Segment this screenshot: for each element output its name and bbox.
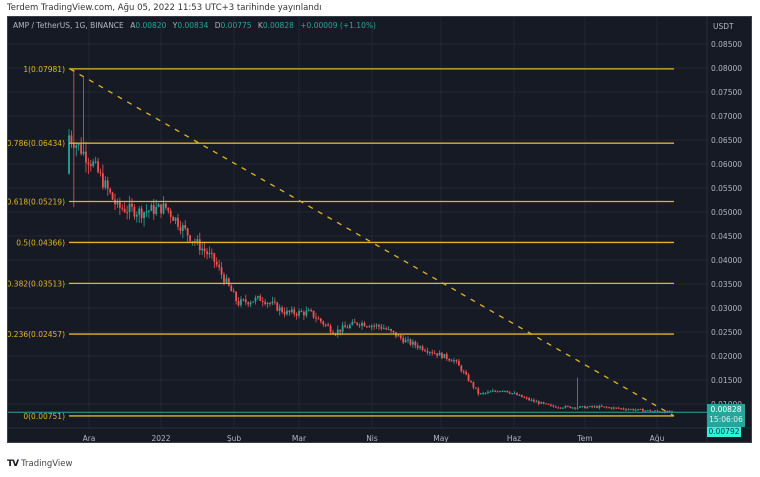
close-value: 0.00828 — [262, 21, 294, 30]
svg-text:Haz: Haz — [507, 434, 521, 443]
svg-text:Mar: Mar — [292, 434, 307, 443]
svg-text:0.618(0.05219): 0.618(0.05219) — [8, 197, 65, 206]
svg-text:Nis: Nis — [366, 434, 378, 443]
second-price-tag: 0.00792 — [707, 427, 741, 437]
svg-text:0.01500: 0.01500 — [711, 376, 742, 385]
svg-text:1(0.07981): 1(0.07981) — [23, 65, 65, 74]
svg-text:0.07500: 0.07500 — [711, 88, 742, 97]
svg-text:0.06000: 0.06000 — [711, 160, 742, 169]
ohlc-legend: AMP / TetherUS, 1G, BINANCE A0.00820 Y0.… — [13, 21, 376, 30]
low-value: 0.00775 — [220, 21, 252, 30]
last-price-tag: 0.00828 15:06:06 — [707, 404, 745, 427]
svg-text:0.02500: 0.02500 — [711, 328, 742, 337]
svg-text:0.04500: 0.04500 — [711, 232, 742, 241]
svg-text:0.5(0.04366): 0.5(0.04366) — [16, 238, 65, 247]
tradingview-brand: TradingView — [21, 459, 73, 469]
tradingview-footer: TV TradingView — [7, 459, 72, 469]
svg-text:0.786(0.06434): 0.786(0.06434) — [8, 139, 65, 148]
svg-text:Tem: Tem — [576, 434, 592, 443]
svg-text:0.05500: 0.05500 — [711, 184, 742, 193]
svg-text:0.03000: 0.03000 — [711, 304, 742, 313]
svg-text:2022: 2022 — [151, 434, 170, 443]
svg-text:May: May — [433, 434, 449, 443]
high-value: 0.00834 — [177, 21, 209, 30]
svg-text:0(0.00751): 0(0.00751) — [23, 412, 65, 421]
svg-text:0.06500: 0.06500 — [711, 136, 742, 145]
svg-text:0.04000: 0.04000 — [711, 256, 742, 265]
tradingview-logo-icon: TV — [7, 459, 19, 469]
symbol-label[interactable]: AMP / TetherUS, 1G, BINANCE — [13, 21, 124, 30]
svg-text:USDT: USDT — [713, 22, 734, 31]
candlestick-chart[interactable]: USDT 0.08500 0.08000 0.07500 0.07000 0.06500 0… — [8, 17, 752, 443]
svg-text:0.02000: 0.02000 — [711, 352, 742, 361]
publish-caption: Terdem TradingView.com, Ağu 05, 2022 11:… — [7, 3, 322, 13]
svg-text:0.08000: 0.08000 — [711, 64, 742, 73]
svg-text:0.08500: 0.08500 — [711, 40, 742, 49]
svg-text:Ağu: Ağu — [650, 434, 665, 443]
svg-text:Ara: Ara — [83, 434, 96, 443]
svg-text:0.05000: 0.05000 — [711, 208, 742, 217]
svg-text:0.382(0.03513): 0.382(0.03513) — [8, 279, 65, 288]
svg-text:0.236(0.02457): 0.236(0.02457) — [8, 330, 65, 339]
svg-text:Şub: Şub — [227, 434, 242, 443]
open-value: 0.00820 — [135, 21, 167, 30]
svg-text:0.03500: 0.03500 — [711, 280, 742, 289]
change-value: +0.00009 (+1.10%) — [300, 21, 376, 30]
chart-frame[interactable]: USDT 0.08500 0.08000 0.07500 0.07000 0.06500 0… — [7, 16, 752, 443]
svg-text:0.07000: 0.07000 — [711, 112, 742, 121]
